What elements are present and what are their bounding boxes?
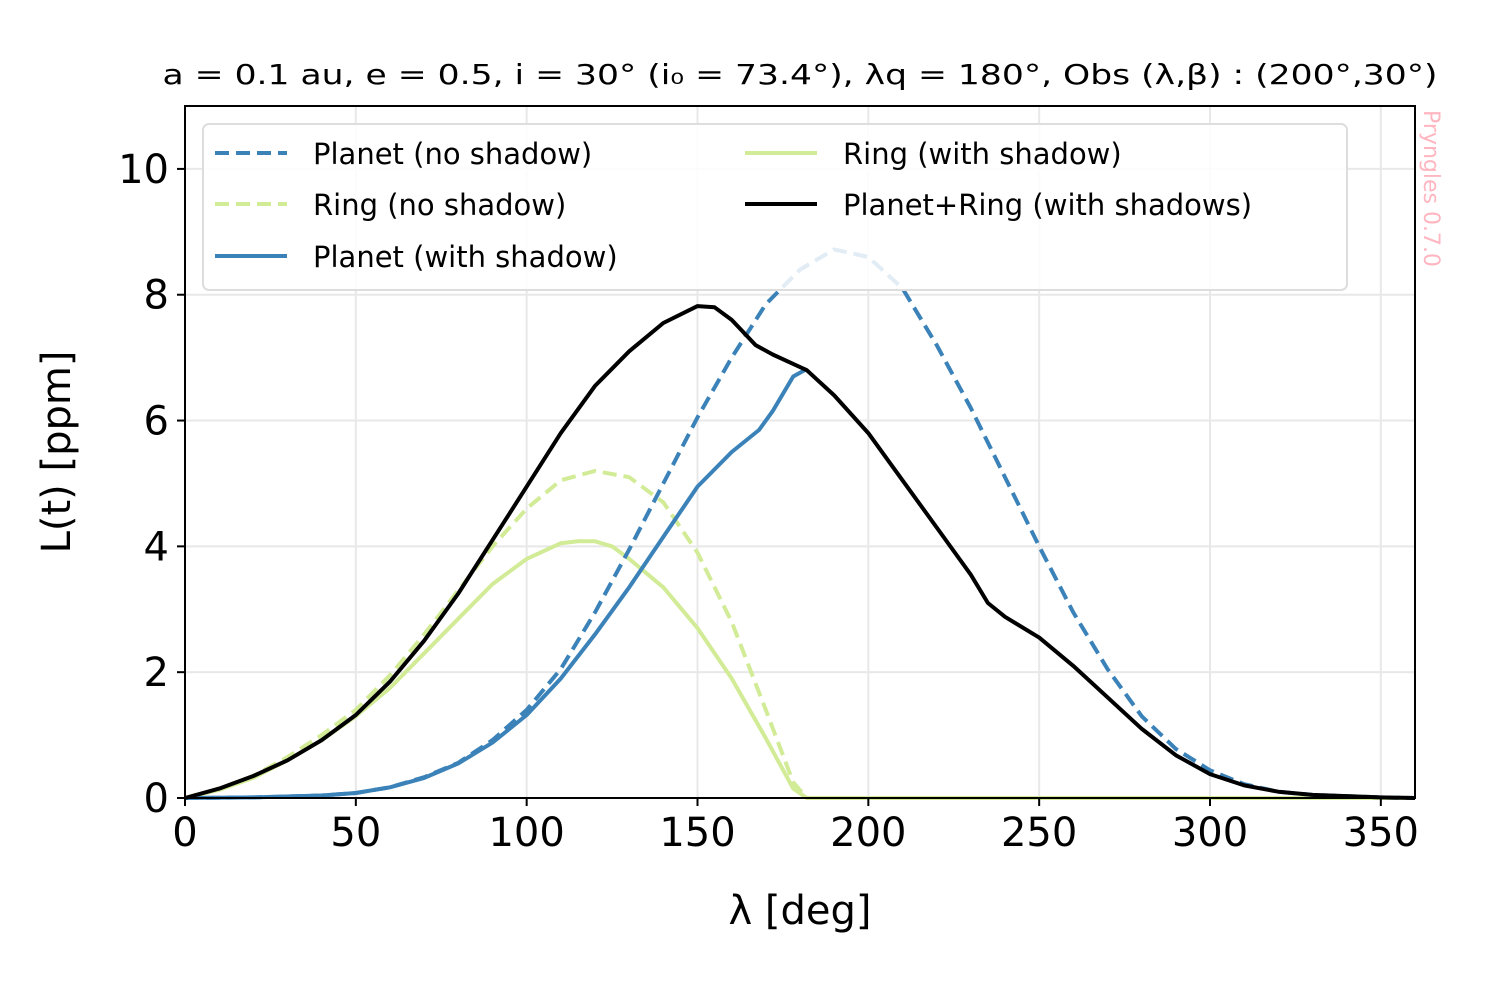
x-tick-label: 100 xyxy=(488,810,564,856)
y-tick-label: 8 xyxy=(144,273,169,319)
legend: Planet (no shadow) Ring (no shadow) Planet… xyxy=(202,123,1348,291)
x-tick-label: 350 xyxy=(1343,810,1419,856)
series-line xyxy=(184,304,1416,800)
legend-box xyxy=(202,123,1348,291)
chart-title: a = 0.1 au, e = 0.5, i = 30° (i₀ = 73.4°… xyxy=(163,58,1438,91)
y-tick-label: 0 xyxy=(144,776,169,822)
plot-frame xyxy=(184,105,1416,799)
x-tick-label: 0 xyxy=(172,810,197,856)
series-line xyxy=(184,367,808,800)
x-tick-label: 250 xyxy=(1001,810,1077,856)
legend-label: Ring (no shadow) xyxy=(313,188,566,222)
watermark-text: Pryngles 0.7.0 xyxy=(1418,110,1443,267)
x-tick-label: 50 xyxy=(330,810,381,856)
x-tick-label: 300 xyxy=(1172,810,1248,856)
x-axis-label: λ [deg] xyxy=(729,888,872,934)
series-line xyxy=(184,247,1416,800)
legend-label: Planet (with shadow) xyxy=(313,240,618,274)
y-axis-label: L(t) [ppm] xyxy=(34,351,80,554)
x-tick-label: 200 xyxy=(830,810,906,856)
legend-label: Planet+Ring (with shadows) xyxy=(843,188,1252,222)
series-line xyxy=(184,539,1415,800)
legend-label: Ring (with shadow) xyxy=(843,137,1122,171)
y-tick-label: 10 xyxy=(118,147,169,193)
y-tick-label: 4 xyxy=(144,524,169,570)
legend-label: Planet (no shadow) xyxy=(313,137,592,171)
y-tick-label: 6 xyxy=(144,399,169,445)
axis-ticks: 0 50 100 150 200 250 300 350 0 2 4 6 8 10 xyxy=(118,147,1419,856)
y-tick-label: 2 xyxy=(144,650,169,696)
series-layer xyxy=(184,247,1416,800)
x-tick-label: 150 xyxy=(659,810,735,856)
series-line xyxy=(184,468,1415,800)
